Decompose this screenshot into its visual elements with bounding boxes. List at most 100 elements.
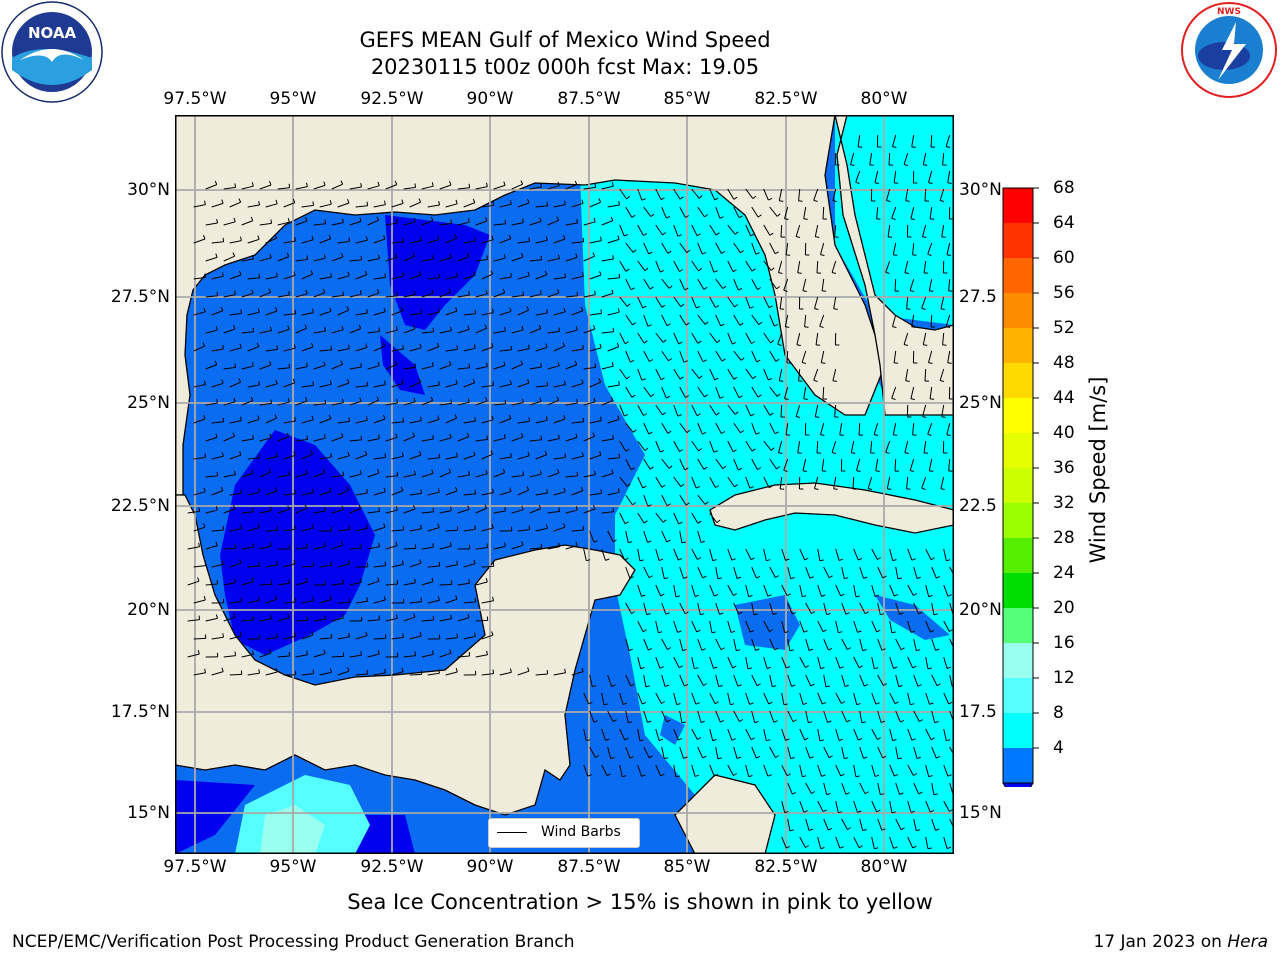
wind-barb xyxy=(751,386,759,398)
wind-barb xyxy=(403,616,416,622)
wind-barb-flag xyxy=(789,829,794,832)
wind-barb xyxy=(817,584,822,597)
lat-label-right: 17.5 xyxy=(959,702,997,722)
wind-barb xyxy=(367,510,380,514)
wind-barb xyxy=(673,476,682,487)
lat-label-left: 27.5°N xyxy=(110,287,170,307)
wind-barb-flag xyxy=(486,182,488,187)
wind-barb xyxy=(841,746,845,759)
wind-barb xyxy=(870,440,873,453)
wind-barb xyxy=(355,239,368,244)
wind-barb-flag xyxy=(437,488,440,493)
wind-barb-flag xyxy=(564,668,566,673)
wind-barb-flag xyxy=(564,380,566,385)
wind-barb-flag xyxy=(214,180,218,185)
wind-barb xyxy=(943,692,950,705)
wind-barb xyxy=(205,509,218,514)
wind-barb xyxy=(778,260,783,273)
wind-barb-flag xyxy=(612,434,614,440)
wind-barb-flag xyxy=(750,557,755,561)
wind-barb-flag xyxy=(251,577,254,582)
wind-barb xyxy=(223,366,236,370)
wind-barb-flag xyxy=(769,232,774,236)
wind-barb xyxy=(715,314,722,327)
wind-barb xyxy=(643,458,651,470)
wind-barb-flag xyxy=(546,308,548,314)
wind-barb xyxy=(265,383,278,388)
wind-barb xyxy=(457,508,470,514)
wind-barb-flag xyxy=(456,272,458,277)
land-us xyxy=(175,115,886,496)
wind-barb xyxy=(439,545,452,550)
wind-barb xyxy=(889,548,894,561)
wind-barb-flag xyxy=(204,200,206,205)
wind-barb-flag xyxy=(941,416,946,418)
wind-barb-flag xyxy=(612,327,615,332)
wind-barb-flag xyxy=(618,200,620,206)
wind-barb xyxy=(643,674,647,687)
wind-barb xyxy=(445,348,458,352)
wind-barb-flag xyxy=(945,146,951,148)
wind-barb xyxy=(925,692,930,705)
wind-barb xyxy=(319,456,332,460)
wind-barb xyxy=(895,818,902,830)
wind-barb-flag xyxy=(703,466,708,470)
wind-barb xyxy=(799,764,803,777)
wind-barb xyxy=(769,674,773,687)
wind-barb-flag xyxy=(947,362,952,364)
wind-barb xyxy=(589,492,602,496)
wind-barb xyxy=(625,566,631,579)
wind-barb-flag xyxy=(858,557,863,561)
wind-barb-flag xyxy=(624,521,629,525)
wind-barb xyxy=(529,439,542,442)
wind-barb xyxy=(835,764,842,777)
wind-barb xyxy=(697,206,705,218)
wind-barb xyxy=(373,456,386,460)
wind-barb xyxy=(367,292,380,298)
wind-barb xyxy=(871,836,875,849)
wind-barb-flag xyxy=(774,251,779,255)
wind-barb xyxy=(939,368,945,381)
wind-barb xyxy=(265,671,278,676)
wind-barb xyxy=(903,152,909,165)
wind-barb xyxy=(529,473,542,478)
wind-barb xyxy=(373,418,386,424)
wind-barb-flag xyxy=(456,452,458,457)
wind-barb-flag xyxy=(564,273,567,278)
wind-barb xyxy=(517,348,530,352)
lat-label-right: 22.5 xyxy=(959,496,997,516)
wind-barb xyxy=(241,220,253,226)
wind-barb xyxy=(715,566,719,579)
wind-barb xyxy=(583,366,596,370)
wind-barb-flag xyxy=(720,323,725,327)
wind-barb xyxy=(805,674,812,687)
wind-barb xyxy=(445,671,458,676)
wind-barb xyxy=(786,350,789,364)
wind-barb xyxy=(697,710,702,723)
wind-barb-flag xyxy=(323,181,326,186)
wind-barb xyxy=(643,314,649,327)
wind-barb xyxy=(943,764,949,777)
wind-barb xyxy=(241,258,254,262)
wind-barb xyxy=(589,710,595,723)
wind-barb-flag xyxy=(364,270,368,275)
wind-barb-flag xyxy=(233,397,236,402)
wind-barb xyxy=(277,294,290,298)
wind-barb-flag xyxy=(815,236,820,238)
wind-barb xyxy=(259,257,272,262)
wind-barb xyxy=(909,458,915,471)
wind-barb xyxy=(802,278,807,291)
wind-barb xyxy=(421,258,434,262)
wind-barb xyxy=(385,509,398,514)
wind-barb xyxy=(223,401,236,406)
wind-barb-flag xyxy=(720,719,725,723)
wind-barb-flag xyxy=(753,613,758,616)
wind-barb xyxy=(283,347,296,352)
wind-barb-flag xyxy=(557,469,560,474)
wind-barb-flag xyxy=(618,273,621,278)
wind-barb xyxy=(463,382,475,388)
wind-barb xyxy=(873,422,879,435)
wind-barb-flag xyxy=(292,198,296,203)
wind-barb xyxy=(427,565,440,568)
wind-barb-flag xyxy=(778,272,783,274)
